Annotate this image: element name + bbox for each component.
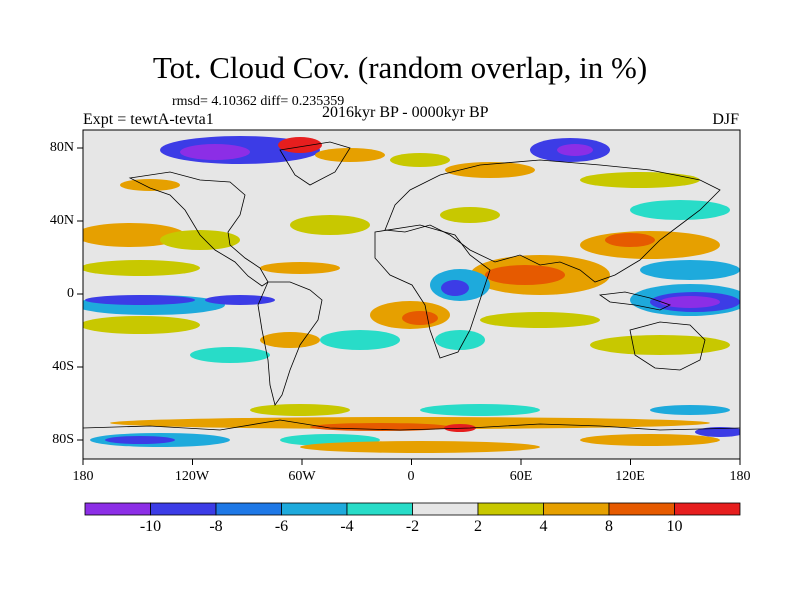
anomaly-blob bbox=[580, 231, 720, 259]
coastline-north-america bbox=[128, 171, 269, 287]
lat-tick-label: 40N bbox=[49, 213, 74, 228]
lon-tick-label: 180 bbox=[729, 469, 751, 484]
coastlines bbox=[83, 141, 740, 431]
anomaly-blob bbox=[315, 148, 385, 162]
colorbar-swatch bbox=[543, 502, 610, 516]
colorbar-label: -2 bbox=[405, 518, 420, 535]
coastline-south-america bbox=[257, 281, 323, 406]
experiment-label: Expt = tewtA-tevta1 bbox=[83, 111, 214, 128]
anomaly-blob bbox=[250, 404, 350, 416]
anomaly-blob bbox=[278, 137, 322, 153]
anomaly-blob bbox=[640, 260, 740, 280]
colorbar-label: -4 bbox=[340, 518, 354, 535]
anomaly-blob bbox=[480, 312, 600, 328]
lon-tick-label: 120E bbox=[615, 469, 645, 484]
coastline-antarctica bbox=[83, 419, 740, 431]
anomaly-blob bbox=[557, 144, 593, 156]
anomaly-blob bbox=[180, 144, 250, 160]
coastline-africa bbox=[374, 224, 491, 359]
coastline-indonesia bbox=[598, 291, 672, 311]
anomaly-blob bbox=[485, 265, 565, 285]
anomaly-blob bbox=[441, 280, 469, 296]
anomaly-blob bbox=[320, 330, 400, 350]
lon-tick-label: 180 bbox=[72, 469, 94, 484]
anomaly-blob bbox=[650, 405, 730, 415]
anomaly-blob bbox=[590, 335, 730, 355]
anomaly-blob bbox=[580, 172, 700, 188]
lon-tick-label: 60W bbox=[288, 469, 316, 484]
colorbar-swatch bbox=[674, 502, 741, 516]
anomaly-blob bbox=[420, 404, 540, 416]
lat-tick-label: 80N bbox=[49, 140, 74, 155]
anomaly-blob bbox=[445, 162, 535, 178]
colorbar-swatch bbox=[346, 502, 413, 516]
colorbar-label: 4 bbox=[539, 518, 548, 535]
anomaly-blob bbox=[85, 295, 195, 305]
anomaly-blob bbox=[110, 417, 710, 429]
anomaly-blob bbox=[402, 311, 438, 325]
colorbar-label: 2 bbox=[474, 518, 482, 535]
anomaly-blob bbox=[440, 207, 500, 223]
anomaly-blob bbox=[300, 441, 540, 453]
anomaly-blob bbox=[260, 332, 320, 348]
period-label: 2016kyr BP - 0000kyr BP bbox=[322, 104, 489, 121]
lon-tick-label: 0 bbox=[407, 469, 415, 484]
anomaly-blob bbox=[190, 347, 270, 363]
colorbar-swatch bbox=[150, 502, 217, 516]
colorbar-swatch bbox=[281, 502, 348, 516]
colorbar-swatch bbox=[215, 502, 282, 516]
lat-tick-label: 80S bbox=[52, 432, 74, 447]
colorbar-label: -6 bbox=[274, 518, 289, 535]
colorbar-swatch bbox=[84, 502, 151, 516]
anomaly-blob bbox=[660, 296, 720, 308]
anomaly-blob bbox=[390, 153, 450, 167]
anomaly-blob bbox=[435, 330, 485, 350]
coastline-australia bbox=[629, 321, 706, 371]
coastline-greenland bbox=[279, 141, 351, 186]
anomaly-blob bbox=[160, 230, 240, 250]
anomaly-blob bbox=[605, 233, 655, 247]
anomaly-blob bbox=[260, 262, 340, 274]
anomaly-blob bbox=[83, 223, 185, 247]
coastline-eurasia bbox=[384, 159, 721, 283]
anomaly-blob bbox=[695, 427, 740, 437]
lon-tick-label: 60E bbox=[509, 469, 533, 484]
lat-tick-label: 0 bbox=[67, 286, 74, 301]
anomaly-blob bbox=[310, 423, 450, 431]
anomaly-blob bbox=[290, 215, 370, 235]
anomaly-blob bbox=[83, 316, 200, 334]
colorbar-label: -10 bbox=[139, 518, 162, 535]
colorbar-label: -8 bbox=[209, 518, 223, 535]
axis-ticks bbox=[77, 147, 741, 465]
anomaly-blob bbox=[105, 436, 175, 444]
chart-title: Tot. Cloud Cov. (random overlap, in %) bbox=[152, 50, 648, 85]
anomaly-field bbox=[83, 136, 740, 453]
colorbar-label: 8 bbox=[605, 518, 613, 535]
colorbar-swatch bbox=[477, 502, 544, 516]
anomaly-blob bbox=[120, 179, 180, 191]
colorbar-swatch bbox=[412, 502, 479, 516]
anomaly-blob bbox=[205, 295, 275, 305]
colorbar bbox=[84, 502, 741, 516]
lat-tick-label: 40S bbox=[52, 359, 74, 374]
lon-tick-label: 120W bbox=[174, 469, 210, 484]
colorbar-swatch bbox=[608, 502, 675, 516]
colorbar-label: 10 bbox=[666, 518, 683, 535]
anomaly-blob bbox=[630, 200, 730, 220]
rmsd-diff-stats: rmsd= 4.10362 diff= 0.235359 bbox=[172, 94, 345, 109]
anomaly-blob bbox=[580, 434, 720, 446]
season-label: DJF bbox=[712, 111, 739, 128]
anomaly-blob bbox=[83, 260, 200, 276]
